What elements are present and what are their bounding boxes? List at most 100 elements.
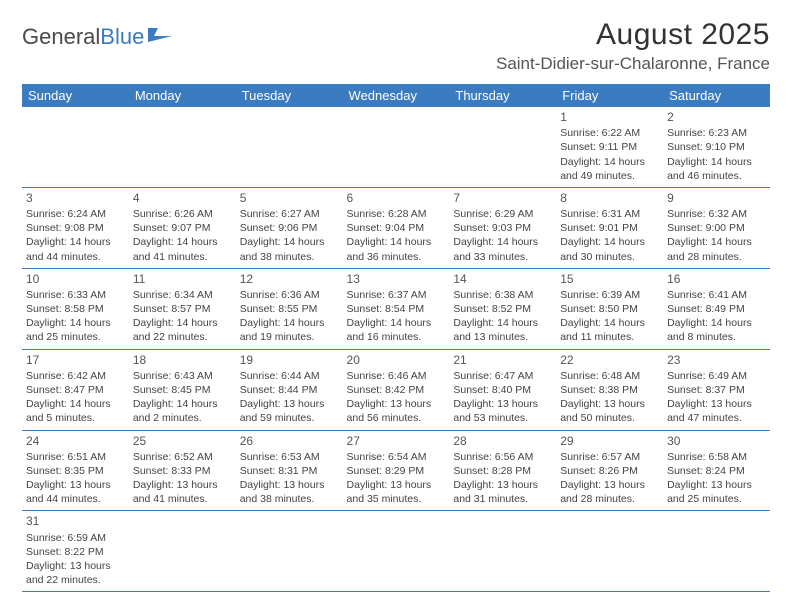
day-number: 18: [133, 352, 232, 368]
flag-icon: [148, 24, 174, 50]
daylight-line: and 11 minutes.: [560, 330, 659, 344]
day-number: 4: [133, 190, 232, 206]
calendar-day-cell: [129, 107, 236, 187]
calendar-day-cell: 6Sunrise: 6:28 AMSunset: 9:04 PMDaylight…: [343, 187, 450, 268]
day-number: 31: [26, 513, 125, 529]
sunset-line: Sunset: 8:44 PM: [240, 383, 339, 397]
calendar-day-cell: 25Sunrise: 6:52 AMSunset: 8:33 PMDayligh…: [129, 430, 236, 511]
calendar-day-cell: 29Sunrise: 6:57 AMSunset: 8:26 PMDayligh…: [556, 430, 663, 511]
daylight-line: Daylight: 14 hours: [26, 235, 125, 249]
calendar-day-cell: 1Sunrise: 6:22 AMSunset: 9:11 PMDaylight…: [556, 107, 663, 187]
sunrise-line: Sunrise: 6:32 AM: [667, 207, 766, 221]
daylight-line: and 41 minutes.: [133, 492, 232, 506]
day-number: 22: [560, 352, 659, 368]
daylight-line: and 35 minutes.: [347, 492, 446, 506]
sunset-line: Sunset: 9:08 PM: [26, 221, 125, 235]
daylight-line: Daylight: 14 hours: [133, 397, 232, 411]
day-number: 1: [560, 109, 659, 125]
sunset-line: Sunset: 9:11 PM: [560, 140, 659, 154]
daylight-line: Daylight: 14 hours: [560, 316, 659, 330]
day-number: 6: [347, 190, 446, 206]
daylight-line: Daylight: 13 hours: [133, 478, 232, 492]
day-number: 29: [560, 433, 659, 449]
weekday-header: Friday: [556, 84, 663, 107]
sunset-line: Sunset: 8:58 PM: [26, 302, 125, 316]
day-number: 21: [453, 352, 552, 368]
weekday-header: Thursday: [449, 84, 556, 107]
sunrise-line: Sunrise: 6:28 AM: [347, 207, 446, 221]
title-block: August 2025 Saint-Didier-sur-Chalaronne,…: [496, 18, 770, 74]
calendar-day-cell: 22Sunrise: 6:48 AMSunset: 8:38 PMDayligh…: [556, 349, 663, 430]
sunset-line: Sunset: 9:01 PM: [560, 221, 659, 235]
sunset-line: Sunset: 8:33 PM: [133, 464, 232, 478]
daylight-line: and 47 minutes.: [667, 411, 766, 425]
daylight-line: and 28 minutes.: [560, 492, 659, 506]
daylight-line: Daylight: 14 hours: [240, 316, 339, 330]
sunset-line: Sunset: 8:22 PM: [26, 545, 125, 559]
sunrise-line: Sunrise: 6:59 AM: [26, 531, 125, 545]
sunrise-line: Sunrise: 6:22 AM: [560, 126, 659, 140]
sunrise-line: Sunrise: 6:56 AM: [453, 450, 552, 464]
daylight-line: and 31 minutes.: [453, 492, 552, 506]
weekday-header: Wednesday: [343, 84, 450, 107]
daylight-line: and 33 minutes.: [453, 250, 552, 264]
daylight-line: Daylight: 13 hours: [240, 397, 339, 411]
day-number: 8: [560, 190, 659, 206]
daylight-line: and 8 minutes.: [667, 330, 766, 344]
sunset-line: Sunset: 8:35 PM: [26, 464, 125, 478]
calendar-day-cell: 28Sunrise: 6:56 AMSunset: 8:28 PMDayligh…: [449, 430, 556, 511]
month-title: August 2025: [496, 18, 770, 52]
calendar-day-cell: [449, 511, 556, 592]
sunrise-line: Sunrise: 6:57 AM: [560, 450, 659, 464]
daylight-line: Daylight: 14 hours: [26, 316, 125, 330]
daylight-line: and 44 minutes.: [26, 250, 125, 264]
calendar-week-row: 17Sunrise: 6:42 AMSunset: 8:47 PMDayligh…: [22, 349, 770, 430]
sunrise-line: Sunrise: 6:51 AM: [26, 450, 125, 464]
sunset-line: Sunset: 8:52 PM: [453, 302, 552, 316]
daylight-line: and 5 minutes.: [26, 411, 125, 425]
calendar-day-cell: 18Sunrise: 6:43 AMSunset: 8:45 PMDayligh…: [129, 349, 236, 430]
sunrise-line: Sunrise: 6:26 AM: [133, 207, 232, 221]
calendar-day-cell: [663, 511, 770, 592]
daylight-line: Daylight: 13 hours: [560, 397, 659, 411]
daylight-line: and 44 minutes.: [26, 492, 125, 506]
daylight-line: and 59 minutes.: [240, 411, 339, 425]
calendar-week-row: 10Sunrise: 6:33 AMSunset: 8:58 PMDayligh…: [22, 268, 770, 349]
calendar-day-cell: 13Sunrise: 6:37 AMSunset: 8:54 PMDayligh…: [343, 268, 450, 349]
sunset-line: Sunset: 8:54 PM: [347, 302, 446, 316]
sunrise-line: Sunrise: 6:39 AM: [560, 288, 659, 302]
weekday-header: Monday: [129, 84, 236, 107]
sunset-line: Sunset: 8:37 PM: [667, 383, 766, 397]
calendar-day-cell: 9Sunrise: 6:32 AMSunset: 9:00 PMDaylight…: [663, 187, 770, 268]
calendar-day-cell: 26Sunrise: 6:53 AMSunset: 8:31 PMDayligh…: [236, 430, 343, 511]
daylight-line: and 2 minutes.: [133, 411, 232, 425]
calendar-day-cell: [556, 511, 663, 592]
sunrise-line: Sunrise: 6:58 AM: [667, 450, 766, 464]
calendar-day-cell: 5Sunrise: 6:27 AMSunset: 9:06 PMDaylight…: [236, 187, 343, 268]
calendar-day-cell: 20Sunrise: 6:46 AMSunset: 8:42 PMDayligh…: [343, 349, 450, 430]
day-number: 15: [560, 271, 659, 287]
sunrise-line: Sunrise: 6:24 AM: [26, 207, 125, 221]
calendar-day-cell: 2Sunrise: 6:23 AMSunset: 9:10 PMDaylight…: [663, 107, 770, 187]
sunset-line: Sunset: 8:26 PM: [560, 464, 659, 478]
sunset-line: Sunset: 9:03 PM: [453, 221, 552, 235]
daylight-line: Daylight: 14 hours: [453, 316, 552, 330]
calendar-week-row: 24Sunrise: 6:51 AMSunset: 8:35 PM Dayligh…: [22, 430, 770, 511]
daylight-line: Daylight: 14 hours: [240, 235, 339, 249]
day-number: 28: [453, 433, 552, 449]
calendar-week-row: 1Sunrise: 6:22 AMSunset: 9:11 PMDaylight…: [22, 107, 770, 187]
sunset-line: Sunset: 8:47 PM: [26, 383, 125, 397]
daylight-line: Daylight: 14 hours: [26, 397, 125, 411]
day-number: 2: [667, 109, 766, 125]
calendar-day-cell: 30Sunrise: 6:58 AMSunset: 8:24 PMDayligh…: [663, 430, 770, 511]
daylight-line: Daylight: 13 hours: [240, 478, 339, 492]
header: GeneralBlue August 2025 Saint-Didier-sur…: [22, 18, 770, 74]
day-number: 9: [667, 190, 766, 206]
day-number: 20: [347, 352, 446, 368]
sunrise-line: Sunrise: 6:49 AM: [667, 369, 766, 383]
daylight-line: and 38 minutes.: [240, 492, 339, 506]
sunset-line: Sunset: 8:55 PM: [240, 302, 339, 316]
calendar-day-cell: 14Sunrise: 6:38 AMSunset: 8:52 PMDayligh…: [449, 268, 556, 349]
sunset-line: Sunset: 9:04 PM: [347, 221, 446, 235]
day-number: 24: [26, 433, 125, 449]
